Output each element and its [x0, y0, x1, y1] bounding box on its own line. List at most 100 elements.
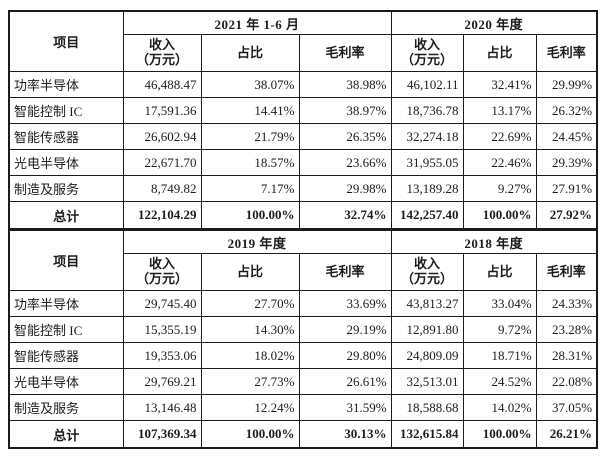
cell-revenue-p2: 46,102.11 — [390, 71, 464, 98]
year-header-row: 项目 2021 年 1-6 月 2020 年度 — [8, 10, 598, 72]
revenue-column-header: 收入 （万元） — [122, 34, 202, 72]
cell-revenue-p2: 13,189.28 — [390, 175, 464, 202]
cell-revenue-p2: 32,513.01 — [390, 368, 464, 395]
cell-share-p2: 32.41% — [462, 71, 537, 98]
cell-margin-p2: 29.39% — [535, 149, 598, 176]
row-label: 智能控制 IC — [8, 316, 124, 343]
item-column-header: 项目 — [8, 10, 124, 72]
cell-share-p1: 27.70% — [200, 290, 300, 317]
cell-total-share-p2: 100.00% — [462, 420, 537, 449]
cell-revenue-p2: 43,813.27 — [390, 290, 464, 317]
cell-revenue-p2: 18,588.68 — [390, 394, 464, 421]
cell-margin-p2: 26.32% — [535, 97, 598, 124]
cell-revenue-p1: 19,353.06 — [122, 342, 202, 369]
cell-margin-p2: 24.33% — [535, 290, 598, 317]
margin-column-header: 毛利率 — [535, 34, 598, 72]
cell-revenue-p2: 32,274.18 — [390, 123, 464, 150]
cell-revenue-p1: 29,745.40 — [122, 290, 202, 317]
row-label: 功率半导体 — [8, 71, 124, 98]
cell-revenue-p1: 29,769.21 — [122, 368, 202, 395]
cell-revenue-p2: 24,809.09 — [390, 342, 464, 369]
cell-margin-p2: 24.45% — [535, 123, 598, 150]
cell-margin-p2: 28.31% — [535, 342, 598, 369]
row-label: 智能控制 IC — [8, 97, 124, 124]
table-row: 光电半导体 22,671.70 18.57% 23.66% 31,955.05 … — [8, 149, 598, 176]
row-label: 制造及服务 — [8, 175, 124, 202]
cell-margin-p1: 29.98% — [298, 175, 392, 202]
cell-revenue-p1: 8,749.82 — [122, 175, 202, 202]
cell-margin-p1: 29.19% — [298, 316, 392, 343]
cell-total-share-p2: 100.00% — [462, 201, 537, 230]
period-header-2021h1: 2021 年 1-6 月 — [122, 10, 392, 35]
revenue-column-header: 收入 （万元） — [390, 34, 464, 72]
row-label: 光电半导体 — [8, 149, 124, 176]
cell-margin-p1: 38.98% — [298, 71, 392, 98]
total-row: 总计 122,104.29 100.00% 32.74% 142,257.40 … — [8, 201, 598, 230]
period-header-2018: 2018 年度 — [390, 229, 598, 254]
row-label: 制造及服务 — [8, 394, 124, 421]
cell-revenue-p1: 17,591.36 — [122, 97, 202, 124]
cell-revenue-p1: 46,488.47 — [122, 71, 202, 98]
segment-revenue-table-2019-2018: 项目 2019 年度 2018 年度 收入 （万元） 占比 毛利率 收入 （万元… — [8, 229, 599, 449]
revenue-header-line2: （万元） — [401, 52, 454, 67]
cell-margin-p2: 29.99% — [535, 71, 598, 98]
revenue-header-line1: 收入 — [414, 256, 441, 272]
table-row: 制造及服务 8,749.82 7.17% 29.98% 13,189.28 9.… — [8, 175, 598, 202]
item-column-header: 项目 — [8, 229, 124, 291]
cell-margin-p1: 38.97% — [298, 97, 392, 124]
column-header-row: 收入 （万元） 占比 毛利率 收入 （万元） 占比 毛利率 — [9, 253, 598, 291]
row-label: 智能传感器 — [8, 123, 124, 150]
cell-share-p1: 38.07% — [200, 71, 300, 98]
column-header-row: 收入 （万元） 占比 毛利率 收入 （万元） 占比 毛利率 — [9, 34, 598, 72]
cell-total-margin-p2: 26.21% — [535, 420, 598, 449]
share-column-header: 占比 — [462, 253, 537, 291]
revenue-column-header: 收入 （万元） — [390, 253, 464, 291]
cell-revenue-p2: 18,736.78 — [390, 97, 464, 124]
cell-share-p2: 24.52% — [462, 368, 537, 395]
total-row-label: 总计 — [8, 201, 124, 230]
revenue-header-line2: （万元） — [135, 52, 188, 67]
cell-revenue-p1: 22,671.70 — [122, 149, 202, 176]
cell-share-p2: 13.17% — [462, 97, 537, 124]
share-column-header: 占比 — [200, 253, 300, 291]
revenue-header-line1: 收入 — [148, 256, 175, 272]
cell-margin-p2: 23.28% — [535, 316, 598, 343]
cell-share-p1: 12.24% — [200, 394, 300, 421]
row-label: 智能传感器 — [8, 342, 124, 369]
table-row: 智能控制 IC 17,591.36 14.41% 38.97% 18,736.7… — [8, 97, 598, 124]
cell-margin-p1: 26.61% — [298, 368, 392, 395]
period-header-2019: 2019 年度 — [122, 229, 392, 254]
cell-share-p1: 7.17% — [200, 175, 300, 202]
cell-margin-p2: 27.91% — [535, 175, 598, 202]
cell-share-p2: 33.04% — [462, 290, 537, 317]
revenue-column-header: 收入 （万元） — [122, 253, 202, 291]
cell-total-share-p1: 100.00% — [200, 201, 300, 230]
cell-margin-p2: 37.05% — [535, 394, 598, 421]
row-label: 光电半导体 — [8, 368, 124, 395]
cell-total-share-p1: 100.00% — [200, 420, 300, 449]
cell-margin-p1: 29.80% — [298, 342, 392, 369]
share-column-header: 占比 — [462, 34, 537, 72]
cell-share-p1: 18.02% — [200, 342, 300, 369]
margin-column-header: 毛利率 — [298, 253, 392, 291]
margin-column-header: 毛利率 — [535, 253, 598, 291]
cell-revenue-p1: 26,602.94 — [122, 123, 202, 150]
cell-total-margin-p1: 30.13% — [298, 420, 392, 449]
cell-margin-p1: 31.59% — [298, 394, 392, 421]
cell-share-p1: 14.30% — [200, 316, 300, 343]
cell-share-p2: 14.02% — [462, 394, 537, 421]
table-row: 制造及服务 13,146.48 12.24% 31.59% 18,588.68 … — [8, 394, 598, 421]
cell-share-p2: 9.72% — [462, 316, 537, 343]
segment-revenue-table-2021-2020: 项目 2021 年 1-6 月 2020 年度 收入 （万元） 占比 毛利率 收… — [8, 10, 599, 230]
cell-total-revenue-p2: 132,615.84 — [390, 420, 464, 449]
revenue-header-line1: 收入 — [148, 37, 175, 53]
period-header-2020: 2020 年度 — [390, 10, 598, 35]
revenue-header-line2: （万元） — [135, 271, 188, 286]
cell-share-p1: 14.41% — [200, 97, 300, 124]
table-row: 智能控制 IC 15,355.19 14.30% 29.19% 12,891.8… — [8, 316, 598, 343]
cell-revenue-p1: 15,355.19 — [122, 316, 202, 343]
table-row: 智能传感器 26,602.94 21.79% 26.35% 32,274.18 … — [8, 123, 598, 150]
cell-share-p1: 21.79% — [200, 123, 300, 150]
cell-total-margin-p2: 27.92% — [535, 201, 598, 230]
